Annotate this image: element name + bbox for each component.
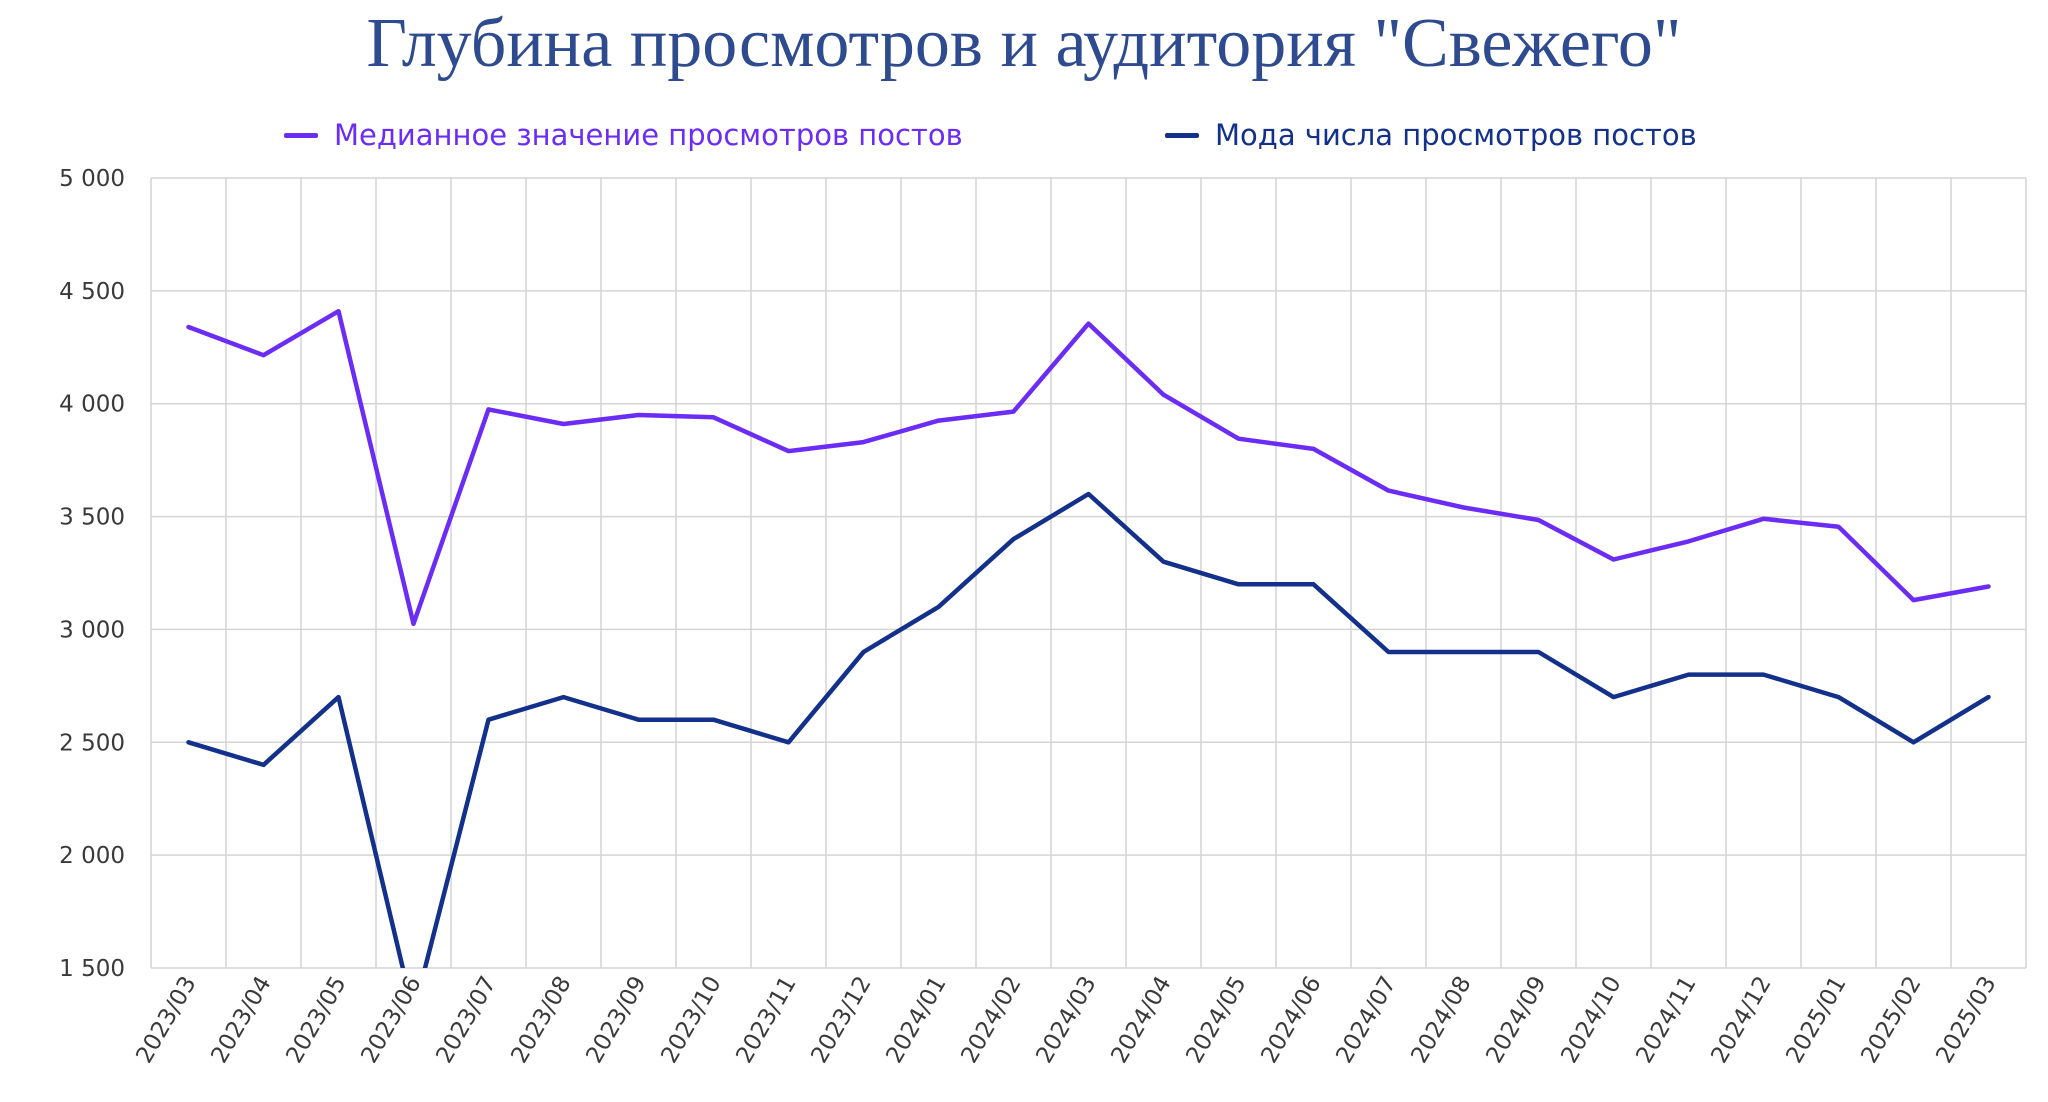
x-tick-label: 2025/03 — [1931, 972, 2001, 1068]
legend-label-mode: Мода числа просмотров постов — [1215, 118, 1697, 152]
x-tick-label: 2024/02 — [956, 972, 1026, 1068]
chart-title: Глубина просмотров и аудитория "Свежего" — [366, 5, 1682, 82]
y-tick-label: 4 500 — [59, 279, 125, 305]
series-line-mode — [186, 491, 1991, 968]
x-tick-label: 2024/06 — [1256, 972, 1326, 1068]
legend-label-median: Медианное значение просмотров постов — [334, 118, 963, 152]
x-tick-label: 2023/05 — [281, 972, 351, 1068]
x-tick-label: 2024/04 — [1106, 972, 1176, 1068]
y-tick-label: 5 000 — [59, 166, 125, 192]
series-line-median — [186, 308, 1991, 627]
legend-item-mode: Мода числа просмотров постов — [1165, 118, 1697, 152]
x-tick-label: 2024/08 — [1406, 972, 1476, 1068]
y-tick-label: 1 500 — [59, 956, 125, 982]
x-tick-label: 2023/07 — [431, 972, 501, 1068]
x-tick-label: 2024/12 — [1706, 972, 1776, 1068]
x-tick-label: 2024/03 — [1031, 972, 1101, 1068]
legend: Медианное значение просмотров постов Мод… — [0, 118, 2048, 158]
x-tick-label: 2023/09 — [581, 972, 651, 1068]
x-tick-label: 2024/01 — [881, 972, 951, 1068]
legend-swatch-mode — [1165, 132, 1199, 138]
legend-swatch-median — [284, 132, 318, 138]
x-tick-label: 2023/03 — [131, 972, 201, 1068]
x-tick-label: 2023/08 — [506, 972, 576, 1068]
x-tick-label: 2024/11 — [1631, 972, 1701, 1068]
x-tick-label: 2023/04 — [206, 972, 276, 1068]
legend-item-median: Медианное значение просмотров постов — [284, 118, 963, 152]
x-tick-label: 2025/02 — [1856, 972, 1926, 1068]
x-tick-label: 2024/10 — [1556, 972, 1626, 1068]
x-tick-label: 2024/09 — [1481, 972, 1551, 1068]
x-tick-label: 2023/06 — [356, 972, 426, 1068]
y-tick-label: 3 500 — [59, 505, 125, 531]
x-tick-label: 2023/12 — [806, 972, 876, 1068]
y-tick-label: 2 000 — [59, 843, 125, 869]
x-tick-label: 2023/11 — [731, 972, 801, 1068]
y-tick-label: 4 000 — [59, 392, 125, 418]
y-tick-label: 2 500 — [59, 730, 125, 756]
x-tick-label: 2023/10 — [656, 972, 726, 1068]
y-tick-label: 3 000 — [59, 617, 125, 643]
x-tick-label: 2024/05 — [1181, 972, 1251, 1068]
x-tick-label: 2025/01 — [1781, 972, 1851, 1068]
x-tick-label: 2024/07 — [1331, 972, 1401, 1068]
